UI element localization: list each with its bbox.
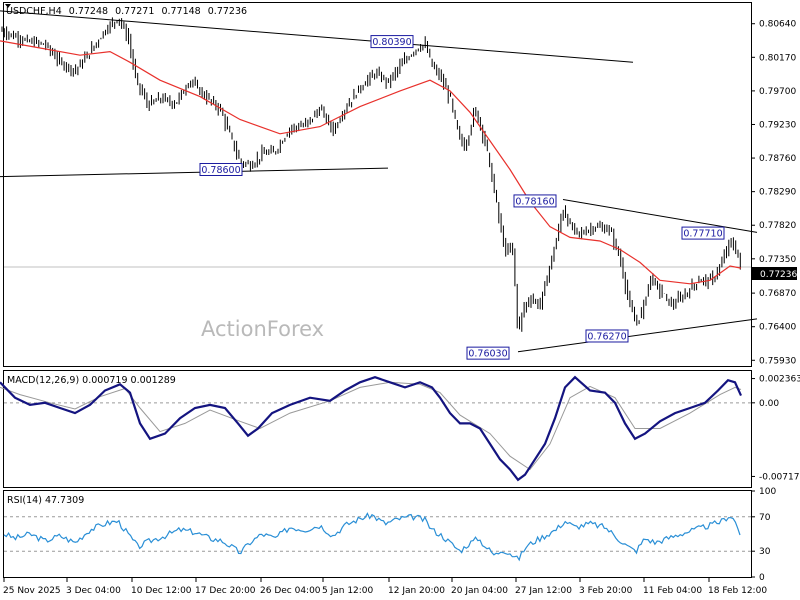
time-tick-label: 26 Dec 04:00 — [260, 586, 321, 596]
price-tick-label: 0.80170 — [759, 53, 796, 63]
time-tick-label: 5 Jan 12:00 — [322, 586, 374, 596]
price-tick-label: 0.77820 — [759, 221, 796, 231]
time-tick-label: 20 Jan 04:00 — [451, 586, 508, 596]
macd-tick-label: 0.002363 — [759, 375, 800, 385]
time-tick-label: 17 Dec 20:00 — [195, 586, 256, 596]
moving-average-line — [0, 40, 742, 285]
price-tick-label: 0.80640 — [759, 20, 796, 30]
level-label-box — [513, 194, 557, 208]
price-tick-label: 0.76870 — [759, 289, 796, 299]
price-tick-label: 0.77350 — [759, 255, 796, 265]
time-tick-label: 18 Feb 12:00 — [708, 586, 767, 596]
current-price-tag: 0.77236 — [760, 270, 797, 280]
ohlc-open: 0.77248 — [69, 6, 108, 17]
time-tick-label: 25 Nov 2025 — [3, 586, 61, 596]
rsi-axis: 100 70 30 0 — [751, 487, 776, 583]
rsi-tick-label: 0 — [759, 573, 765, 583]
price-tick-label: 0.78290 — [759, 188, 796, 198]
level-label-box — [199, 162, 243, 176]
level-label: 0.77710 — [683, 229, 722, 240]
time-tick-label: 12 Jan 20:00 — [388, 586, 445, 596]
time-axis: 25 Nov 2025 3 Dec 04:00 10 Dec 12:00 17 Dec… — [3, 578, 767, 596]
level-label-box — [585, 329, 629, 343]
price-axis: 0.80640 0.80170 0.79700 0.79230 0.78760 0.782… — [751, 20, 796, 366]
main-panel-frame — [3, 2, 752, 367]
ohlc-high: 0.77271 — [115, 6, 154, 17]
rsi-tick-label: 100 — [759, 487, 776, 497]
rsi-panel-frame — [3, 490, 752, 578]
candles — [1, 17, 741, 332]
price-tick-label: 0.79230 — [759, 120, 796, 130]
price-tick-label: 0.76400 — [759, 323, 796, 333]
rsi-tick-label: 30 — [759, 547, 771, 557]
trendline — [517, 318, 758, 353]
rsi-tick-label: 70 — [759, 513, 771, 523]
price-tick-label: 0.79700 — [759, 87, 796, 97]
level-label-box — [466, 346, 510, 360]
time-tick-label: 27 Jan 12:00 — [515, 586, 572, 596]
level-label-box — [681, 226, 725, 240]
rsi-label: RSI(14) 47.7309 — [7, 495, 84, 506]
macd-signal-line — [0, 381, 742, 471]
level-label: 0.76270 — [587, 331, 626, 342]
macd-label: MACD(12,26,9) 0.000719 0.001289 — [7, 375, 176, 386]
time-tick-label: 3 Feb 20:00 — [579, 586, 633, 596]
macd-axis: 0.002363 0.00 -0.007172 — [751, 375, 800, 482]
macd-tick-label: 0.00 — [759, 399, 779, 409]
current-price-tag-bg — [752, 267, 797, 280]
price-tick-label: 0.78760 — [759, 154, 796, 164]
chart-title: USDCHF,H4 0.77248 0.77271 0.77148 0.7723… — [6, 6, 247, 17]
trendline — [0, 10, 634, 63]
level-label: 0.78160 — [515, 196, 554, 207]
level-labels: 0.80390 0.78600 0.78160 0.77710 0.76270 0.760… — [199, 35, 725, 360]
time-tick-label: 3 Dec 04:00 — [66, 586, 121, 596]
level-label: 0.78600 — [201, 165, 240, 176]
watermark: ActionForex — [201, 317, 324, 341]
symbol-timeframe: USDCHF,H4 — [6, 6, 62, 17]
rsi-line — [3, 512, 741, 562]
level-label-box — [370, 35, 414, 49]
chart-collapse-icon[interactable] — [5, 4, 11, 8]
ohlc-close: 0.77236 — [208, 6, 247, 17]
macd-panel-frame — [3, 370, 752, 488]
macd-tick-label: -0.007172 — [759, 472, 800, 482]
level-label: 0.80390 — [372, 37, 411, 48]
level-label: 0.76030 — [468, 349, 507, 360]
time-tick-label: 11 Feb 04:00 — [643, 586, 702, 596]
trendline — [562, 199, 758, 233]
macd-main-line — [0, 375, 743, 482]
trendline — [0, 167, 389, 178]
time-tick-label: 10 Dec 12:00 — [131, 586, 192, 596]
price-tick-label: 0.75930 — [759, 356, 796, 366]
trendlines — [0, 10, 758, 353]
rsi-level-lines — [4, 516, 751, 552]
ohlc-low: 0.77148 — [161, 6, 200, 17]
